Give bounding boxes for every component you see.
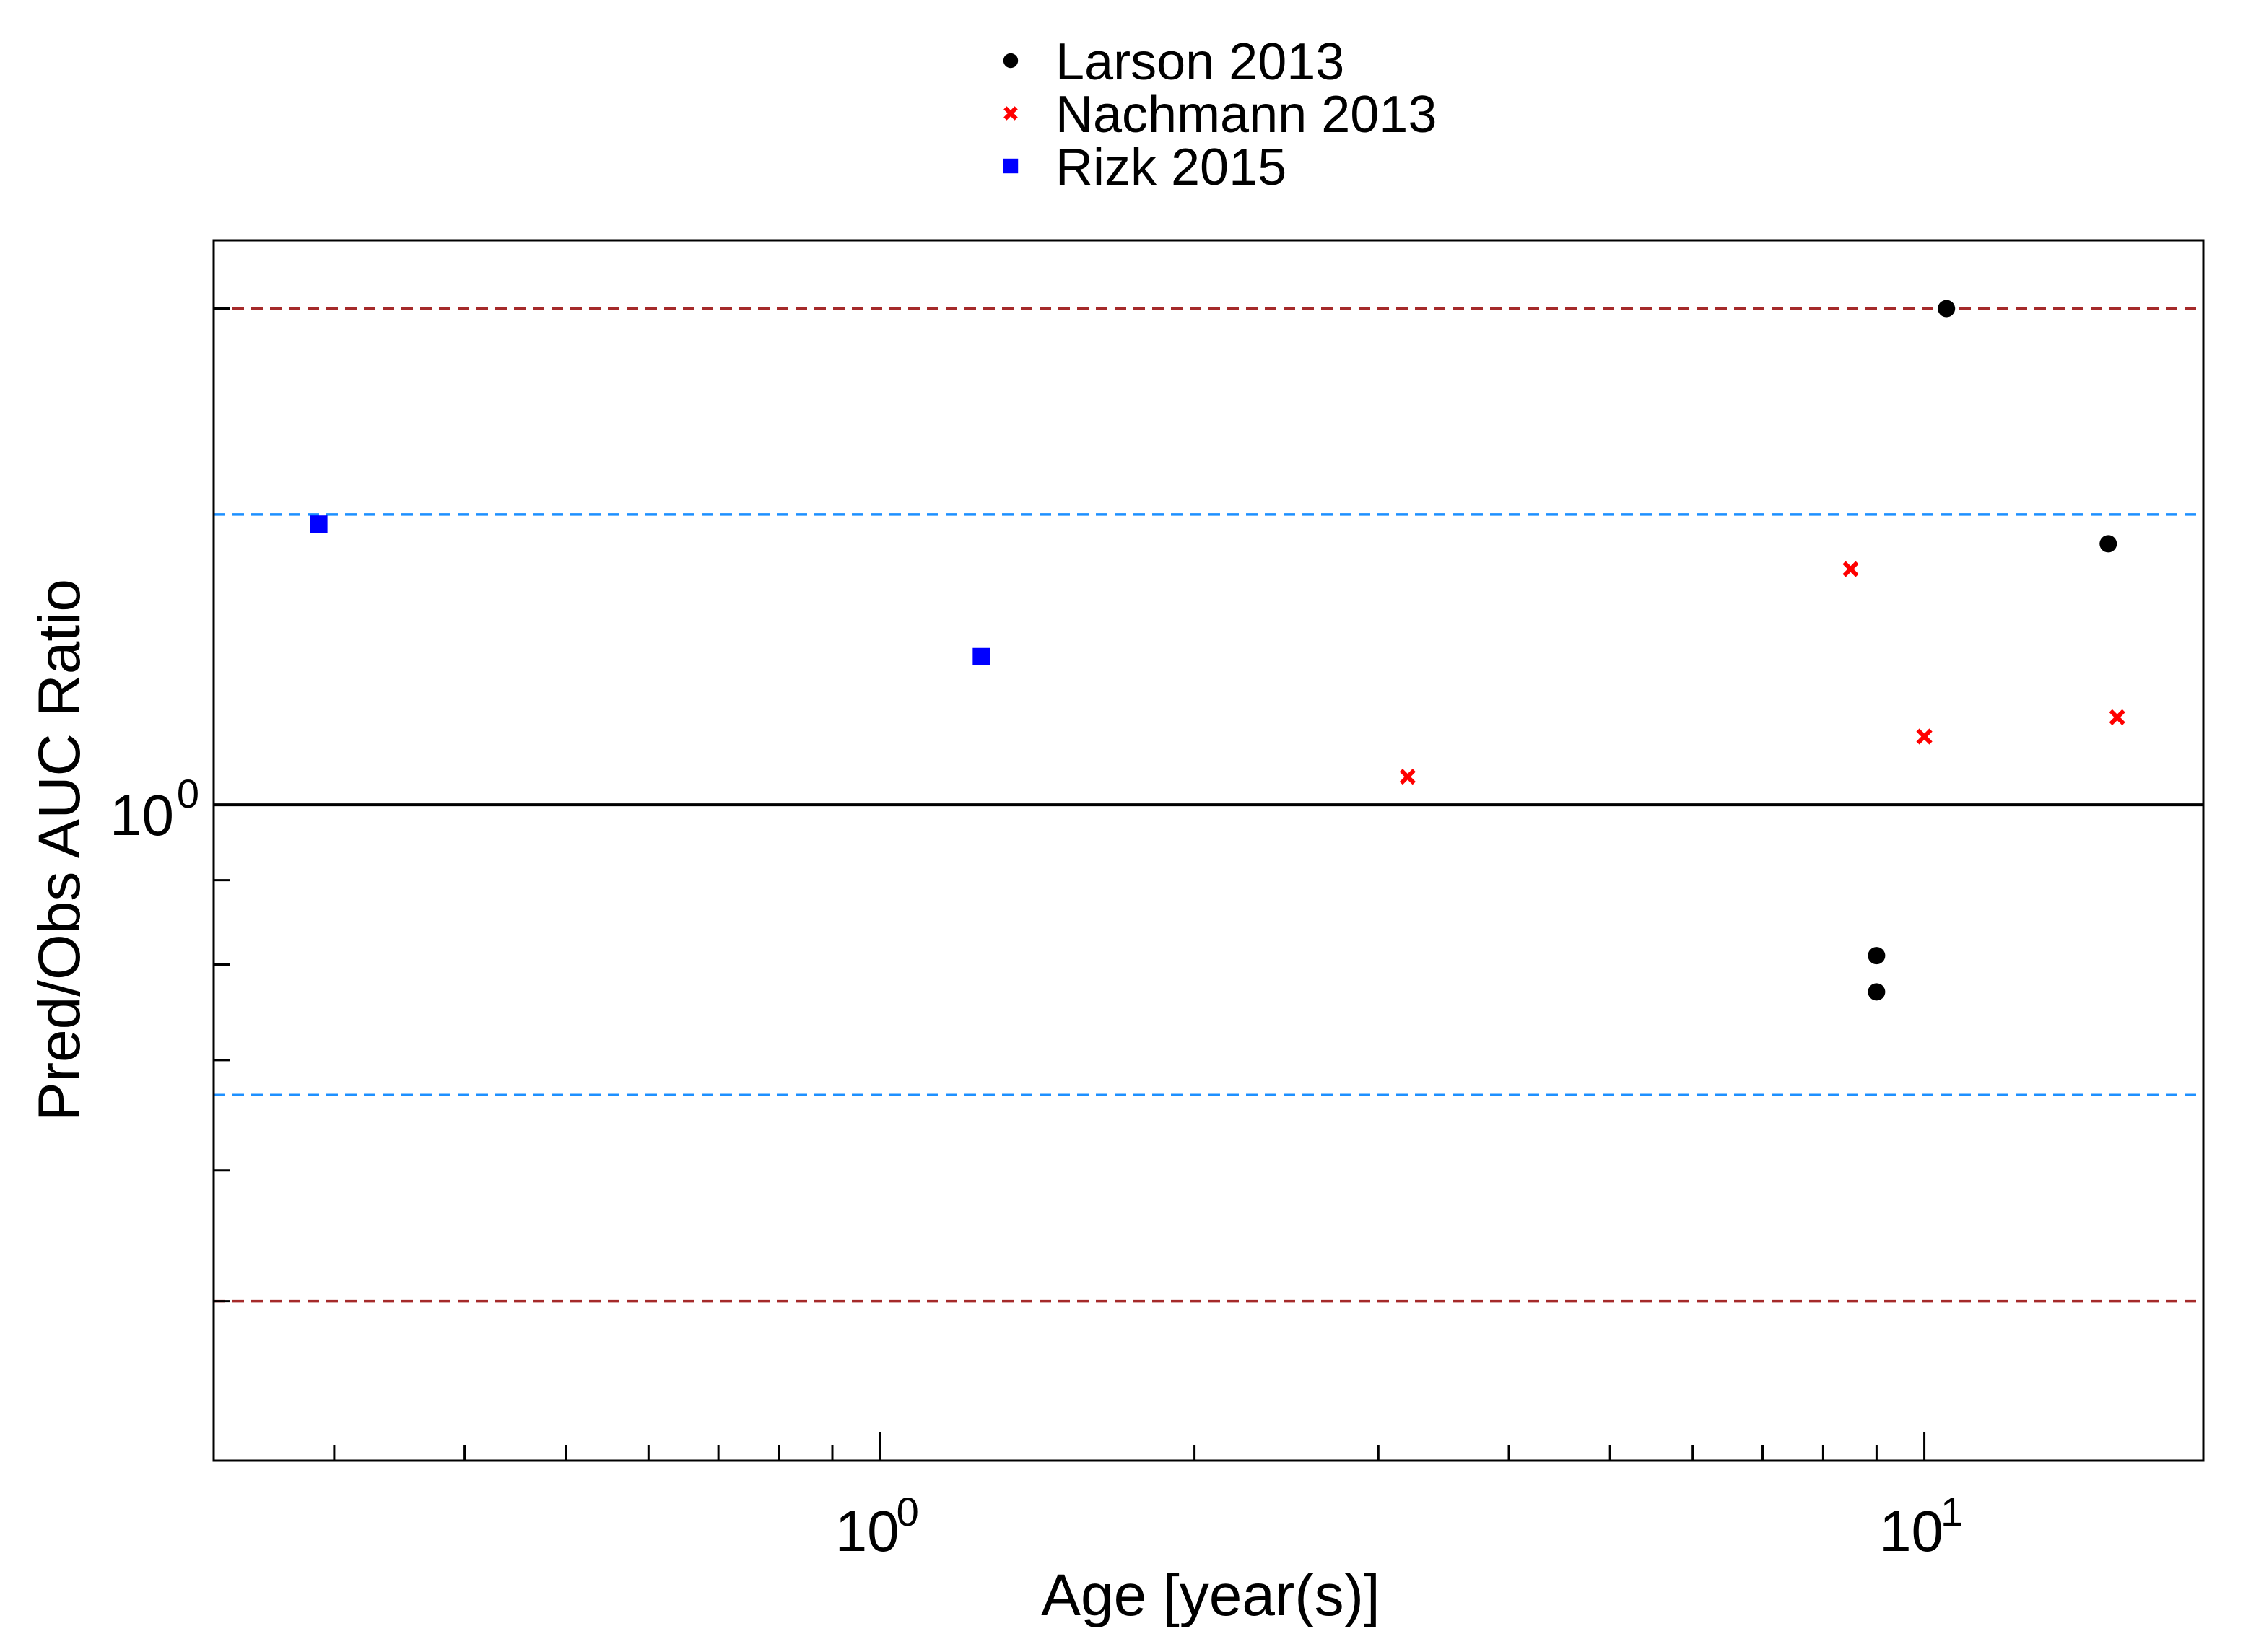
legend-marker-nachmann-2013-stroke-b [1003,106,1018,121]
point-nachmann-2013 [1916,728,1933,745]
x-axis-label: Age [year(s)] [1041,1563,1380,1628]
point-nachmann-2013-stroke-b [1916,728,1933,745]
point-larson-2013 [1868,947,1886,965]
legend-marker-nachmann-2013 [1003,106,1018,121]
legend-marker-rizk-2015 [1003,158,1019,174]
x-tick-label-exponent: 1 [1941,1489,1963,1534]
x-tick-label-exponent: 0 [897,1489,919,1534]
point-larson-2013 [1868,983,1886,1001]
point-nachmann-2013-stroke-b [2109,709,2125,725]
plot-frame [212,239,2205,1462]
point-nachmann-2013 [1399,769,1416,785]
reference-lines [214,307,2203,1303]
point-nachmann-2013 [1842,561,1859,577]
x-tick-label: 10 [835,1499,900,1563]
x-tick-label: 10 [1879,1499,1943,1563]
data-points [310,300,2125,1001]
point-larson-2013 [2099,535,2117,553]
y-tick-label-exponent: 0 [177,771,199,816]
point-nachmann-2013-stroke-b [1842,561,1859,577]
point-nachmann-2013 [2109,709,2125,725]
point-rizk-2015 [972,647,990,665]
y-axis-label: Pred/Obs AUC Ratio [27,579,92,1122]
point-larson-2013 [1938,300,1956,318]
legend-label-larson-2013: Larson 2013 [1055,33,1344,91]
legend-label-rizk-2015: Rizk 2015 [1055,139,1286,196]
point-rizk-2015 [310,515,328,533]
point-nachmann-2013-stroke-b [1399,769,1416,785]
legend-marker-larson-2013 [1003,53,1019,69]
legend-label-nachmann-2013: Nachmann 2013 [1055,86,1437,144]
y-tick-label: 10 [110,783,174,847]
